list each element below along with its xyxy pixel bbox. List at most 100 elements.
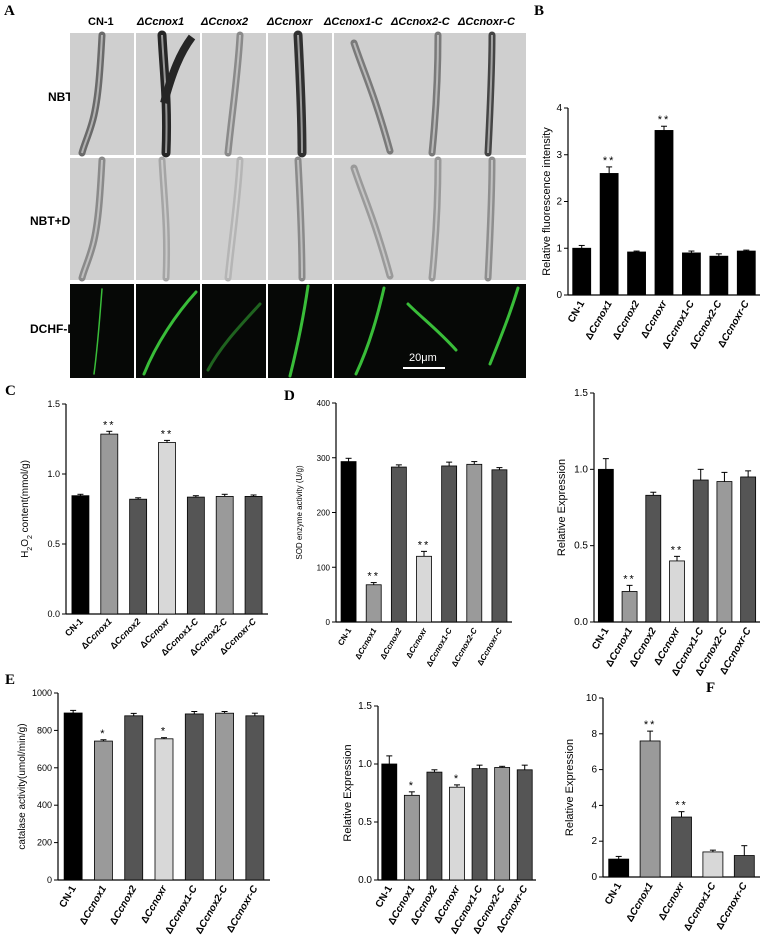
y-tick-label: 100 (317, 563, 331, 572)
bar-4 (733, 855, 755, 878)
panel-letter-f: F (706, 680, 716, 696)
row-label-nbt: NBT (48, 90, 73, 104)
micrograph-nbt-3 (202, 31, 266, 157)
y-axis-label: Relative Expression (556, 459, 568, 556)
y-axis-label: catalase activity(umol/min/g) (17, 723, 28, 849)
bar-3 (702, 851, 724, 878)
micrograph-dchf-da-2 (136, 284, 200, 378)
y-tick-label: 10 (586, 693, 598, 704)
y-axis-label: Relative fluorescence intensity (541, 127, 553, 276)
y-tick-label: 800 (37, 725, 52, 735)
y-tick-label: 3 (556, 150, 562, 161)
y-tick-label: 0.5 (358, 817, 372, 828)
y-tick-label: 1.5 (358, 701, 372, 712)
micrograph-nbt-5 (334, 33, 398, 155)
bar-2 (671, 816, 692, 878)
column-header-ccnoxr: ΔCcnoxr (267, 16, 313, 28)
y-tick-label: 400 (317, 399, 331, 408)
micrograph-nbt-4 (268, 30, 332, 158)
category-label: ΔCcnoxr (657, 880, 688, 923)
chart-f: 0 2 4 6 8 10 Relative Expression CN-1 ** ΔCcnox1 *… (564, 693, 760, 933)
significance-mark: ** (658, 114, 671, 126)
y-tick-label: 2 (591, 836, 597, 847)
micrograph-dchf-da-6 (398, 284, 462, 378)
row-label-nbt-dpi: NBT+DPI (30, 214, 82, 228)
panel-letter-c: C (5, 383, 16, 399)
y-tick-label: 0.0 (358, 875, 372, 886)
y-axis-label: Relative Expression (564, 739, 576, 836)
y-tick-label: 0 (591, 872, 597, 883)
scale-bar (403, 367, 445, 369)
column-header-ccnox1-c: ΔCcnox1-C (324, 16, 383, 28)
micrograph-dchf-da-1 (70, 284, 134, 378)
micrograph-nbt-dpi-7 (462, 156, 526, 282)
significance-mark: ** (161, 428, 174, 440)
y-tick-label: 1.0 (47, 469, 60, 479)
micrograph-dchf-da-3 (202, 284, 266, 378)
category-label: CN-1 (603, 881, 624, 907)
y-tick-label: 0.5 (47, 539, 60, 549)
bar-1 (639, 740, 661, 878)
micrograph-nbt-7 (462, 31, 526, 157)
y-tick-label: 1.0 (574, 464, 588, 475)
significance-mark: ** (671, 544, 684, 556)
category-label: ΔCcnox1 (625, 881, 656, 924)
micrograph-dchf-da-5 (334, 284, 398, 378)
y-tick-label: 0.5 (574, 541, 588, 552)
y-tick-label: 4 (591, 800, 597, 811)
significance-mark: ** (418, 539, 431, 551)
y-tick-label: 1.5 (574, 388, 588, 399)
significance-mark: * (100, 728, 106, 740)
category-label: ΔCcnox1-C (682, 880, 719, 933)
micrograph-nbt-2 (136, 30, 200, 158)
y-tick-label: 200 (37, 838, 52, 848)
significance-mark: * (454, 773, 460, 785)
y-tick-label: 600 (37, 763, 52, 773)
panel-letter-e: E (5, 672, 16, 688)
y-tick-label: 1.5 (47, 399, 60, 409)
micrograph-nbt-dpi-4 (268, 156, 332, 282)
y-tick-label: 300 (317, 454, 331, 463)
y-tick-label: 0.0 (47, 609, 60, 619)
significance-mark: * (409, 780, 415, 792)
y-tick-label: 0 (326, 618, 331, 627)
micrograph-nbt-dpi-6 (398, 156, 462, 282)
y-tick-label: 6 (591, 765, 597, 776)
y-tick-label: 4 (556, 103, 562, 114)
y-axis-label: Relative Expression (342, 744, 354, 841)
y-axis-label: SOD enzyme activity (U/g) (295, 465, 304, 560)
column-header-ccnox1: ΔCcnox1 (137, 16, 185, 28)
panel-letter-a: A (4, 3, 15, 19)
panel-letter-b: B (534, 3, 545, 19)
column-header-ccnoxr-c: ΔCcnoxr-C (458, 16, 515, 28)
y-tick-label: 2 (556, 197, 562, 208)
significance-mark: ** (103, 419, 116, 431)
scale-bar-label: 20μm (409, 352, 437, 364)
significance-mark: ** (675, 800, 688, 812)
y-tick-label: 400 (37, 800, 52, 810)
micrograph-nbt-dpi-5 (334, 158, 398, 280)
y-tick-label: 8 (591, 729, 597, 740)
y-axis-label: H2O2 content(mmol/g) (20, 460, 34, 558)
micrograph-dchf-da-4 (268, 284, 332, 378)
y-tick-label: 200 (317, 509, 331, 518)
significance-mark: ** (603, 155, 616, 167)
significance-mark: ** (623, 573, 636, 585)
micrograph-nbt-1 (70, 31, 134, 157)
column-header-ccnox2-c: ΔCcnox2-C (391, 16, 450, 28)
panel-letter-d: D (284, 388, 295, 404)
significance-mark: ** (644, 719, 657, 731)
micrograph-nbt-dpi-2 (136, 156, 200, 282)
y-tick-label: 0.0 (574, 617, 588, 628)
bar-0 (608, 858, 630, 878)
micrograph-dchf-da-7 (462, 284, 526, 378)
y-tick-label: 1.0 (358, 759, 372, 770)
